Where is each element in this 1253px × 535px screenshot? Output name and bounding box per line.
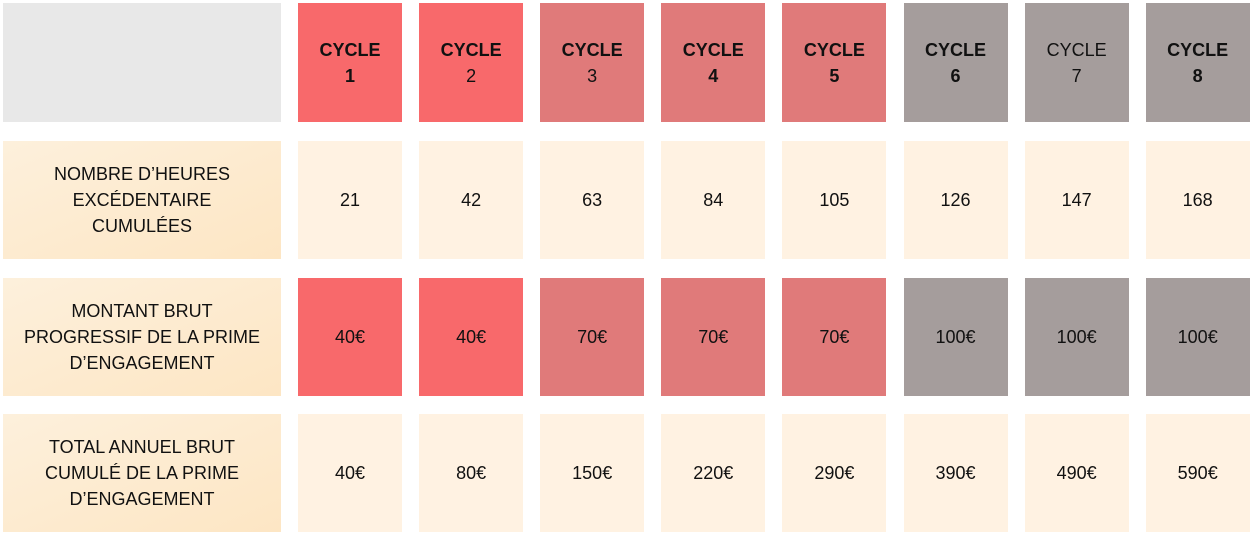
cycle-header: CYCLE 8	[1145, 3, 1250, 122]
value: 80€	[456, 463, 487, 483]
value-cell: 21	[298, 141, 402, 259]
cycle-header: CYCLE 4	[661, 3, 766, 122]
row-label-line: PROGRESSIF DE LA PRIME	[23, 327, 261, 347]
cycle-label: CYCLE	[1046, 39, 1107, 60]
value-cell: 220€	[661, 414, 766, 532]
value: 100€	[1056, 327, 1097, 347]
value: 40€	[334, 327, 366, 347]
value-cell: 100€	[903, 278, 1008, 396]
value-cell: 590€	[1145, 414, 1250, 532]
value: 63	[582, 190, 603, 210]
cycle-label: CYCLE	[682, 39, 744, 60]
row-label-line: NOMBRE D’HEURES	[53, 164, 231, 184]
value: 126	[940, 190, 971, 210]
value: 590€	[1177, 463, 1218, 483]
cycle-number: 4	[708, 65, 719, 86]
value-cell: 70€	[782, 278, 887, 396]
value: 290€	[814, 463, 855, 483]
value-cell: 100€	[1145, 278, 1250, 396]
cycle-header: CYCLE 3	[540, 3, 645, 122]
value: 100€	[935, 327, 976, 347]
cycle-label: CYCLE	[1167, 39, 1229, 60]
value-cell: 84	[661, 141, 766, 259]
value: 168	[1182, 190, 1213, 210]
value: 70€	[819, 327, 850, 347]
value-cell: 100€	[1024, 278, 1129, 396]
value-cell: 490€	[1024, 414, 1129, 532]
value-cell: 40€	[298, 278, 402, 396]
cycle-header: CYCLE 1	[298, 3, 402, 122]
cycle-number: 1	[344, 65, 355, 86]
value-cell: 390€	[903, 414, 1008, 532]
row-label-line: EXCÉDENTAIRE	[72, 190, 212, 210]
value: 100€	[1177, 327, 1218, 347]
cycle-header: CYCLE 6	[903, 3, 1008, 122]
value: 70€	[577, 327, 608, 347]
cycle-number: 5	[829, 65, 840, 86]
value-cell: 290€	[782, 414, 887, 532]
cycle-number: 6	[950, 65, 961, 86]
value-cell: 168	[1145, 141, 1250, 259]
row-label-line: D’ENGAGEMENT	[69, 353, 215, 373]
value-cell: 70€	[540, 278, 645, 396]
value: 220€	[693, 463, 734, 483]
cycle-label: CYCLE	[440, 39, 502, 60]
value: 150€	[572, 463, 613, 483]
value: 84	[703, 190, 724, 210]
cycle-label: CYCLE	[803, 39, 865, 60]
row-label-line: MONTANT BRUT	[71, 301, 213, 321]
value: 105	[819, 190, 850, 210]
row-label: NOMBRE D’HEURES EXCÉDENTAIRE CUMULÉES	[3, 141, 281, 259]
corner-cell	[3, 3, 281, 122]
row-label: TOTAL ANNUEL BRUT CUMULÉ DE LA PRIME D’ENG…	[3, 414, 281, 532]
value: 70€	[698, 327, 729, 347]
value: 40€	[456, 327, 487, 347]
value: 147	[1061, 190, 1092, 210]
cycle-label: CYCLE	[924, 39, 986, 60]
cycle-header: CYCLE 5	[782, 3, 887, 122]
row-label-line: CUMULÉ DE LA PRIME	[44, 463, 240, 483]
value-cell: 80€	[419, 414, 524, 532]
cycle-header: CYCLE 2	[419, 3, 524, 122]
row-label-line: D’ENGAGEMENT	[69, 489, 215, 509]
cycle-header: CYCLE 7	[1024, 3, 1129, 122]
value: 40€	[334, 463, 366, 483]
value: 21	[339, 190, 361, 210]
cycle-label: CYCLE	[319, 39, 381, 60]
value-cell: 150€	[540, 414, 645, 532]
value-cell: 40€	[298, 414, 402, 532]
value-cell: 126	[903, 141, 1008, 259]
value: 490€	[1056, 463, 1097, 483]
value-cell: 63	[540, 141, 645, 259]
value-cell: 42	[419, 141, 524, 259]
value: 42	[461, 190, 482, 210]
value-cell: 105	[782, 141, 887, 259]
value-cell: 70€	[661, 278, 766, 396]
row-label: MONTANT BRUT PROGRESSIF DE LA PRIME D’ENGA…	[3, 278, 281, 396]
cycle-number: 2	[466, 65, 477, 86]
value: 390€	[935, 463, 976, 483]
row-label-line: CUMULÉES	[91, 216, 193, 236]
cycle-number: 3	[587, 65, 598, 86]
cycle-number: 8	[1192, 65, 1203, 86]
cycle-label: CYCLE	[561, 39, 623, 60]
cycle-number: 7	[1071, 65, 1082, 86]
row-label-line: TOTAL ANNUEL BRUT	[48, 437, 236, 457]
value-cell: 147	[1024, 141, 1129, 259]
value-cell: 40€	[419, 278, 524, 396]
